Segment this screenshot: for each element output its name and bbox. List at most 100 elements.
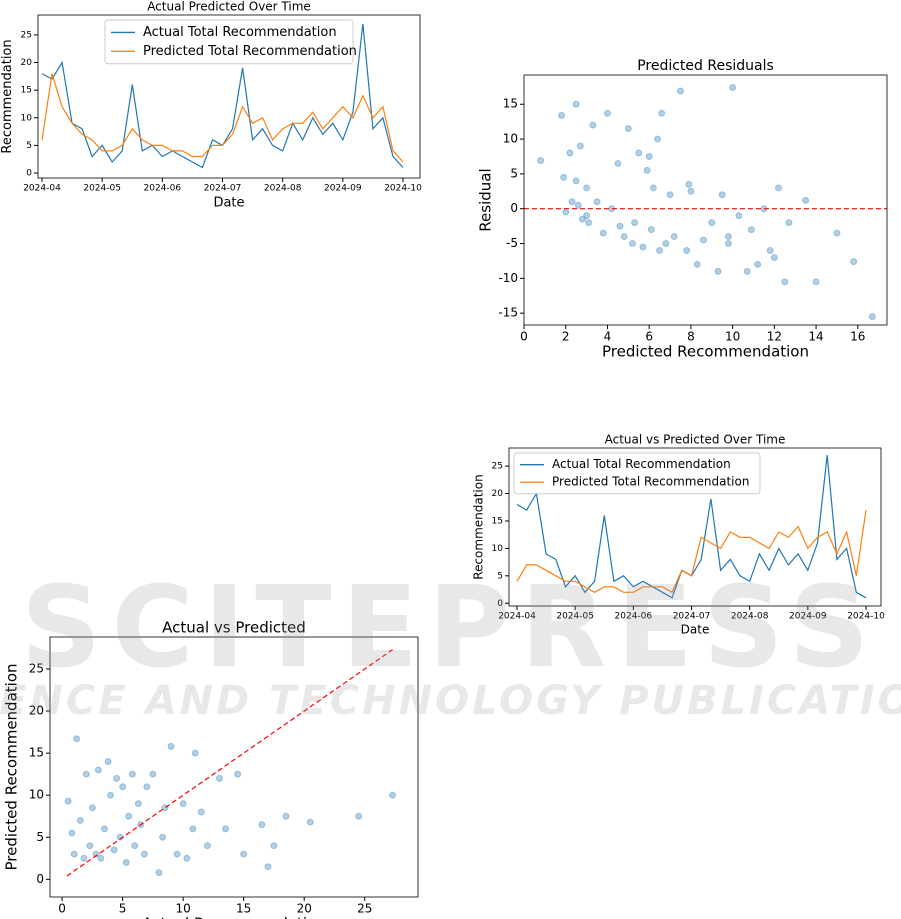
scatter-point — [107, 791, 115, 799]
y-tick-label: -15 — [498, 306, 518, 320]
scatter-point — [282, 812, 290, 820]
scatter-point — [635, 149, 643, 157]
axes-frame — [523, 74, 888, 326]
scatter-point — [140, 850, 148, 858]
scatter-point — [662, 240, 670, 248]
scatter-point — [264, 863, 272, 871]
watermark: SCITEPRESS — [21, 563, 880, 693]
scatter-point — [724, 240, 732, 248]
scatter-point — [88, 804, 96, 812]
scatter-point — [574, 201, 582, 209]
y-tick-label: 5 — [26, 141, 32, 151]
scatter-point — [97, 854, 105, 862]
scatter-point — [128, 770, 136, 778]
chart-panel: 0 5 10 15 20 25 2024-04 2024-05 2024-06 2024-07 20… — [472, 433, 885, 637]
scatter-point — [122, 859, 130, 867]
y-tick-label: 25 — [29, 661, 44, 675]
y-tick-label: 15 — [503, 97, 518, 111]
y-tick-label: 20 — [492, 489, 504, 499]
chart-title: Actual Predicted Over Time — [147, 0, 311, 14]
scatter-point — [850, 258, 858, 266]
scatter-point — [183, 854, 191, 862]
scatter-point — [578, 215, 586, 223]
x-tick-label: 8 — [687, 330, 695, 344]
scatter-point — [714, 267, 722, 275]
scatter-point — [616, 222, 624, 230]
y-tick-label: -10 — [498, 271, 518, 285]
plot-area — [516, 455, 867, 599]
scatter-point — [868, 313, 876, 321]
y-tick-label: 0 — [26, 169, 32, 179]
y-tick-label: 5 — [36, 830, 44, 844]
scatter-point — [80, 854, 88, 862]
legend-label: Predicted Total Recommendation — [552, 475, 749, 489]
scatter-point — [389, 791, 397, 799]
scatter-point — [654, 135, 662, 143]
scatter-point — [576, 142, 584, 150]
scatter-point — [306, 818, 314, 826]
scatter-point — [833, 229, 841, 237]
y-tick-label: 10 — [21, 113, 33, 123]
scatter-point — [666, 191, 674, 199]
scatter-point — [699, 236, 707, 244]
scatter-point — [125, 812, 133, 820]
scatter-point — [119, 783, 127, 791]
y-axis-label: Recommendation — [472, 474, 486, 579]
scatter-point — [159, 833, 167, 841]
scatter-point — [724, 233, 732, 241]
x-tick-label: 10 — [176, 902, 191, 916]
x-tick-label: 2024-05 — [83, 184, 121, 194]
y-tick-label: 10 — [492, 544, 504, 554]
scatter-point — [599, 229, 607, 237]
reference-line — [66, 649, 393, 877]
x-axis-label: Date — [681, 623, 710, 637]
y-tick-label: 0 — [510, 201, 518, 215]
y-tick-label: 5 — [510, 166, 518, 180]
scatter-point — [718, 191, 726, 199]
x-tick-label: 2024-07 — [673, 612, 711, 622]
x-tick-label: 2024-09 — [324, 184, 362, 194]
scatter-point — [149, 770, 157, 778]
scatter-point — [94, 766, 102, 774]
scatter-point — [197, 808, 205, 816]
y-tick-label: 15 — [21, 86, 32, 96]
x-tick-label: 15 — [236, 902, 251, 916]
y-tick-label: -5 — [506, 236, 518, 250]
x-tick-label: 12 — [767, 330, 782, 344]
x-tick-label: 2024-06 — [144, 184, 182, 194]
chart-title: Actual vs Predicted — [162, 619, 306, 637]
scatter-point — [775, 184, 783, 192]
legend-label: Predicted Total Recommendation — [143, 44, 357, 59]
scatter-point — [645, 152, 653, 160]
scatter-point — [189, 825, 197, 833]
scatter-point — [568, 198, 576, 206]
x-tick-label: 2024-04 — [23, 184, 61, 194]
scatter-point — [676, 87, 684, 95]
scatter-point — [802, 196, 810, 204]
scatter-point — [167, 742, 175, 750]
scatter-point — [624, 125, 632, 133]
scatter-point — [631, 219, 639, 227]
scatter-point — [620, 233, 628, 241]
plot-area — [524, 84, 887, 321]
y-axis-label: Residual — [477, 168, 495, 231]
scatter-point — [537, 157, 545, 165]
scatter-point — [104, 758, 112, 766]
scatter-point — [179, 800, 187, 808]
x-tick-label: 20 — [297, 902, 312, 916]
scatter-point — [729, 84, 737, 92]
scatter-point — [155, 869, 163, 877]
scatter-point — [658, 109, 666, 117]
scatter-point — [747, 226, 755, 234]
x-tick-label: 2024-08 — [731, 612, 769, 622]
scatter-point — [70, 850, 78, 858]
scatter-point — [743, 267, 751, 275]
scatter-point — [649, 184, 657, 192]
legend-box — [513, 452, 761, 495]
scatter-point — [100, 825, 108, 833]
axes-frame — [37, 14, 421, 179]
scatter-point — [558, 111, 566, 119]
scatter-point — [143, 783, 151, 791]
scatter-point — [643, 166, 651, 174]
